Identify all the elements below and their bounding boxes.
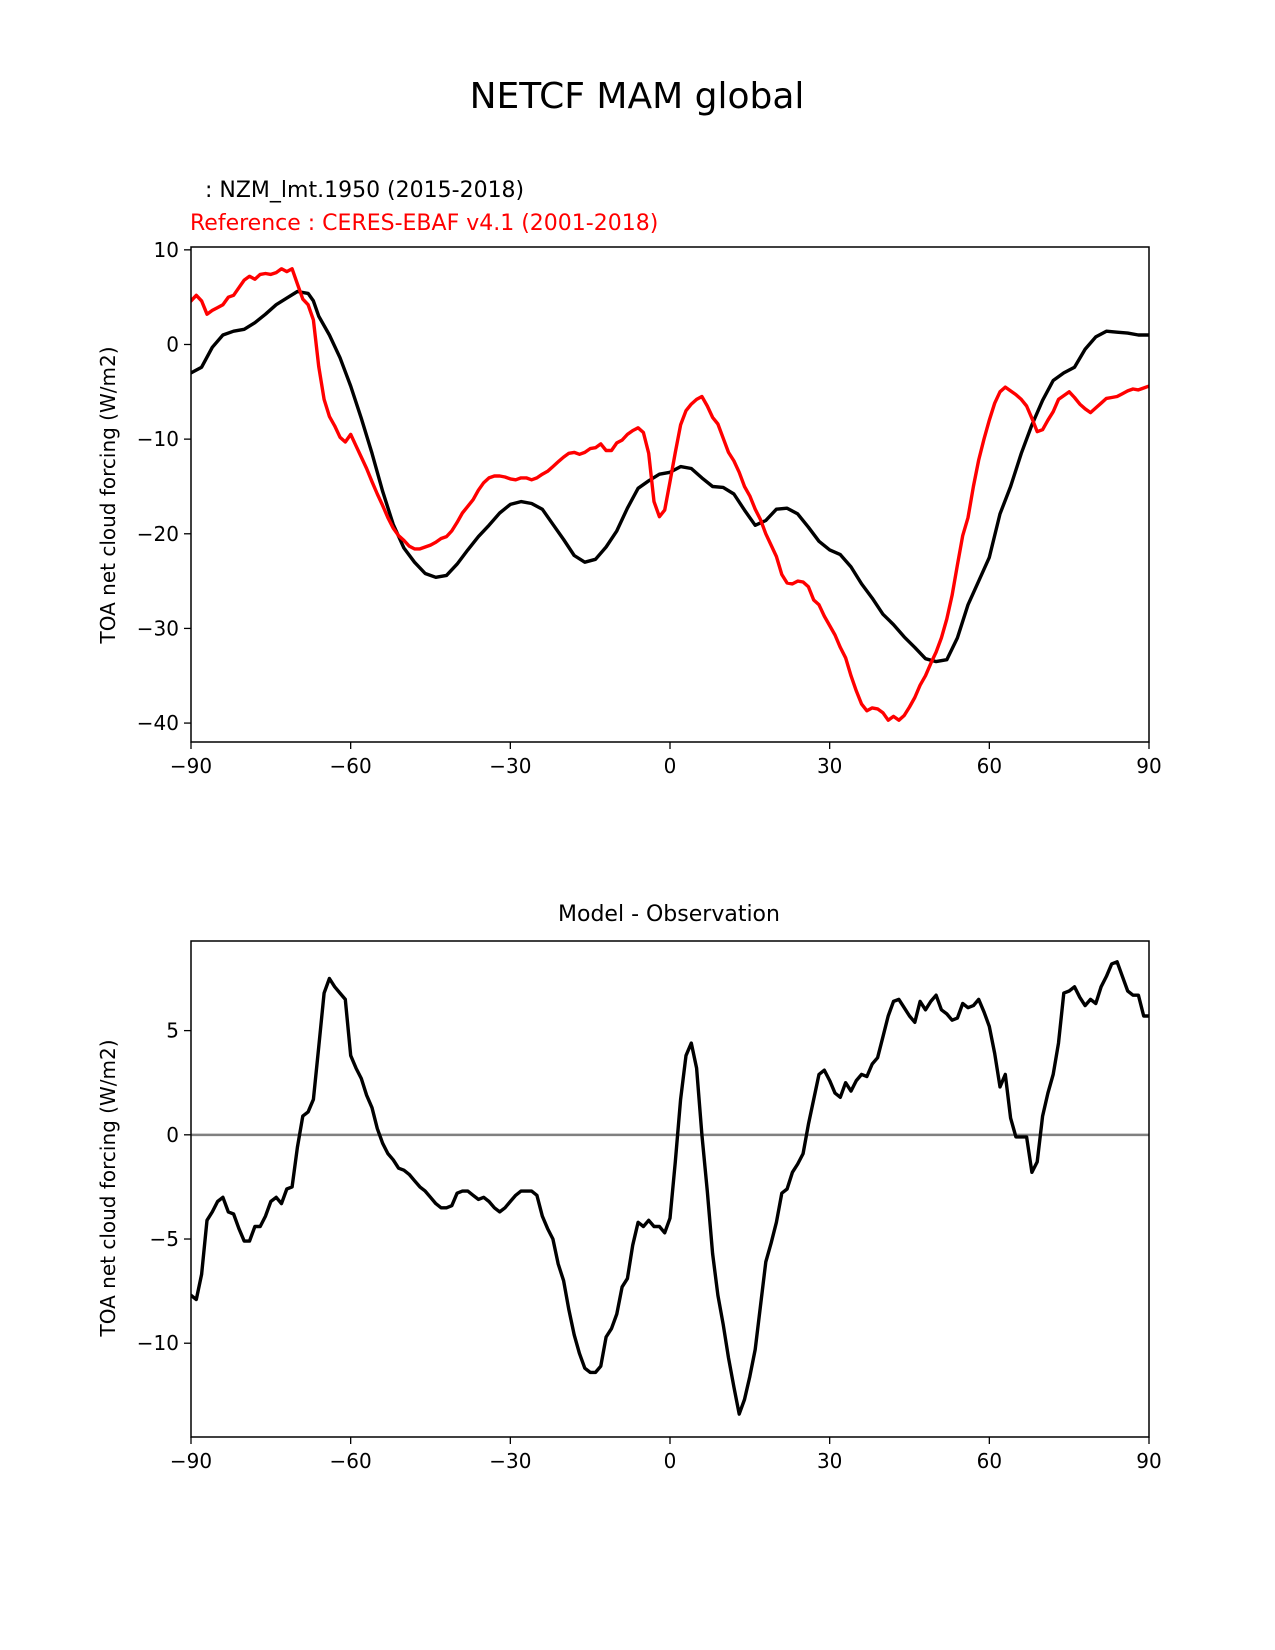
top-y-axis-label: TOA net cloud forcing (W/m2)	[96, 346, 120, 644]
top-x-tick-label: −90	[170, 754, 212, 778]
bottom-x-tick-label: −30	[489, 1449, 531, 1473]
top-x-tick-label: −60	[330, 754, 372, 778]
top-x-tick-label: 60	[977, 754, 1002, 778]
legend-reference: Reference : CERES-EBAF v4.1 (2001-2018)	[190, 211, 658, 236]
figure-title: NETCF MAM global	[470, 76, 805, 117]
top-y-tick-label: 10	[154, 238, 179, 262]
top-chart: : NZM_lmt.1950 (2015-2018) Reference : C…	[96, 178, 1162, 778]
top-axes-frame	[190, 246, 1150, 743]
bottom-x-tick-label: 30	[817, 1449, 842, 1473]
top-series-nzm-lmt-1950	[191, 289, 1149, 664]
bottom-y-tick-label: −10	[137, 1331, 179, 1355]
top-series-group	[191, 267, 1149, 722]
bottom-x-tick-label: −60	[330, 1449, 372, 1473]
bottom-series-group	[191, 960, 1149, 1416]
bottom-y-tick-label: 5	[166, 1019, 179, 1043]
bottom-x-tick-label: 90	[1136, 1449, 1161, 1473]
bottom-x-tick-label: −90	[170, 1449, 212, 1473]
top-y-tick-label: −30	[137, 616, 179, 640]
bottom-chart: Model - Observation TOA net cloud forcin…	[96, 902, 1162, 1473]
bottom-x-tick-label: 60	[977, 1449, 1002, 1473]
legend-model: : NZM_lmt.1950 (2015-2018)	[205, 178, 524, 203]
top-x-tick-label: −30	[489, 754, 531, 778]
top-x-tick-label: 0	[664, 754, 677, 778]
bottom-y-axis-label: TOA net cloud forcing (W/m2)	[96, 1039, 120, 1337]
top-x-tick-label: 90	[1136, 754, 1161, 778]
top-series-ceres-ebaf-v4-1	[191, 267, 1149, 722]
top-x-tick-label: 30	[817, 754, 842, 778]
bottom-axes-frame	[190, 940, 1150, 1438]
bottom-y-tick-label: 0	[166, 1123, 179, 1147]
bottom-plot-area: −90 −60 −30 0 30 60 90 5 0 −5 −10	[137, 940, 1162, 1473]
bottom-series-model-observation	[191, 960, 1149, 1416]
top-y-tick-label: −20	[137, 522, 179, 546]
top-y-tick-label: 0	[166, 332, 179, 356]
bottom-x-tick-label: 0	[664, 1449, 677, 1473]
top-y-tick-label: −10	[137, 427, 179, 451]
top-y-tick-label: −40	[137, 711, 179, 735]
bottom-y-tick-label: −5	[150, 1227, 179, 1251]
bottom-chart-title: Model - Observation	[558, 902, 780, 927]
top-plot-area: −90 −60 −30 0 30 60 90 10 0 −10 −20 −30 −40	[137, 238, 1162, 778]
